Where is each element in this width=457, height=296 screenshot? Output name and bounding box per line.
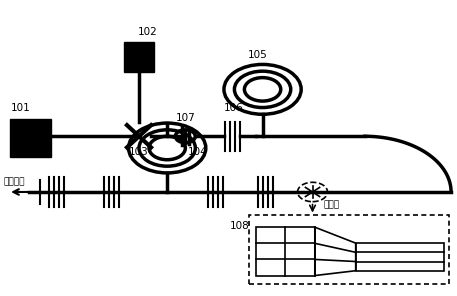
Bar xyxy=(249,215,449,284)
Circle shape xyxy=(175,130,195,143)
Text: 103: 103 xyxy=(128,147,149,157)
Text: 101: 101 xyxy=(11,103,30,113)
Text: 107: 107 xyxy=(176,113,196,123)
Bar xyxy=(356,243,444,271)
Text: 105: 105 xyxy=(248,50,268,60)
Text: 106: 106 xyxy=(224,103,244,113)
Text: 激光输出: 激光输出 xyxy=(4,177,25,186)
Text: 熔接点: 熔接点 xyxy=(324,201,340,210)
Text: 108: 108 xyxy=(230,221,250,231)
Text: ...: ... xyxy=(241,184,253,197)
Text: ...: ... xyxy=(84,184,96,197)
Text: 104: 104 xyxy=(188,147,207,157)
Bar xyxy=(256,227,315,276)
Bar xyxy=(124,42,154,72)
Bar xyxy=(11,119,51,157)
Text: 102: 102 xyxy=(138,27,157,37)
